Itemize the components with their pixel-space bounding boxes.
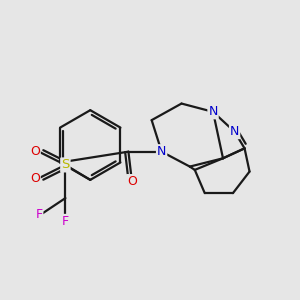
Text: O: O xyxy=(30,145,40,158)
Text: O: O xyxy=(30,172,40,185)
Text: F: F xyxy=(62,215,69,228)
Text: F: F xyxy=(35,208,42,221)
Text: N: N xyxy=(230,125,239,138)
Text: O: O xyxy=(127,175,137,188)
Text: N: N xyxy=(208,105,218,118)
Text: S: S xyxy=(61,158,70,171)
Text: N: N xyxy=(157,145,166,158)
